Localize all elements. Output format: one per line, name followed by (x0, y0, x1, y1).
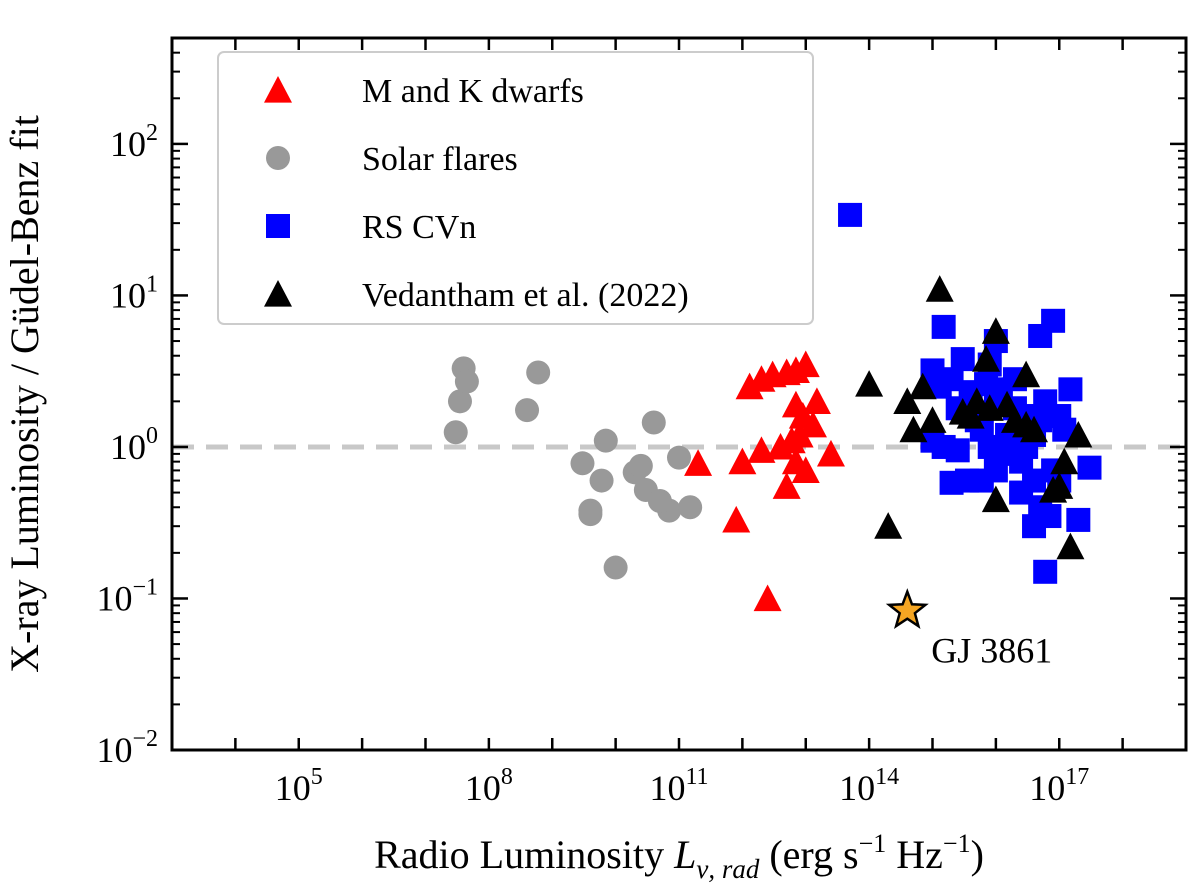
legend-marker (264, 76, 292, 103)
legend-label: Vedantham et al. (2022) (362, 277, 689, 314)
data-point (443, 420, 468, 445)
data-point (1056, 532, 1085, 560)
y-axis-label: X-ray Luminosity / Güdel-Benz fit (2, 115, 47, 673)
data-point (1037, 504, 1062, 529)
y-tick-label: 102 (110, 120, 158, 164)
data-point (753, 584, 782, 612)
data-point (447, 389, 472, 414)
data-point (838, 202, 863, 227)
data-point (667, 445, 691, 470)
data-point (772, 472, 801, 499)
legend-label: Solar flares (362, 141, 518, 178)
x-tick-label: 105 (275, 764, 323, 808)
data-points (443, 202, 1102, 612)
x-tick-label: 108 (465, 764, 513, 808)
tick-labels: 105 108 1011 1014 1017 10−2 10−1 100 101 102 (96, 120, 1089, 808)
legend-marker (266, 146, 290, 170)
y-tick-label: 100 (110, 423, 158, 467)
y-tick-label: 10−2 (96, 726, 158, 770)
data-point (781, 447, 810, 475)
legend-frame (217, 51, 814, 325)
legend-label: RS CVn (362, 209, 476, 246)
data-point (931, 314, 956, 339)
data-point (735, 372, 764, 400)
data-point (908, 372, 937, 400)
data-point (722, 505, 751, 533)
data-point (939, 470, 964, 495)
data-point (893, 387, 922, 414)
data-point (647, 488, 672, 513)
data-point (1022, 468, 1047, 493)
data-point (1064, 420, 1093, 448)
data-point (641, 410, 666, 435)
data-point (816, 439, 845, 467)
data-point (1058, 377, 1083, 402)
data-point (1020, 415, 1049, 443)
data-point (1066, 507, 1091, 532)
data-point (788, 402, 817, 429)
data-point (791, 350, 820, 378)
legend-marker (264, 280, 292, 307)
data-point (981, 317, 1010, 344)
series-vedantham-et-al-2022 (855, 275, 1093, 560)
data-point (570, 451, 595, 476)
data-point (678, 495, 703, 520)
series-m-and-k-dwarfs (684, 350, 845, 612)
data-point (956, 402, 985, 429)
data-point (950, 347, 975, 372)
data-point (515, 398, 540, 423)
x-tick-label: 1014 (839, 764, 899, 808)
data-point (1050, 447, 1079, 475)
data-point (925, 275, 954, 302)
data-point (1077, 455, 1102, 480)
data-point (1047, 404, 1072, 429)
highlight-group: GJ 3861 (885, 588, 1052, 671)
highlight-label: GJ 3861 (931, 631, 1052, 671)
y-tick-label: 10−1 (96, 574, 158, 618)
data-point (593, 428, 618, 453)
data-point (684, 449, 713, 476)
data-point (1012, 360, 1041, 388)
x-axis-label: Radio Luminosity Lν, rad (erg s−1 Hz−1) (374, 829, 984, 884)
data-point (1039, 475, 1068, 503)
data-point (972, 345, 1001, 372)
x-tick-label: 1017 (1029, 764, 1089, 808)
data-point (454, 369, 479, 394)
data-point (874, 512, 903, 539)
data-point (945, 438, 970, 463)
data-point (918, 406, 947, 433)
data-point (1033, 559, 1058, 584)
legend-label: M and K dwarfs (362, 73, 584, 110)
data-point (981, 485, 1010, 513)
data-point (855, 370, 884, 397)
data-point (899, 415, 928, 443)
data-point (589, 468, 614, 493)
data-point (802, 387, 831, 414)
data-point (526, 360, 551, 385)
legend-marker (266, 214, 290, 238)
legend: M and K dwarfs Solar flares RS CVn Vedantha… (217, 51, 814, 325)
data-point (728, 447, 757, 475)
series-solar-flares (443, 356, 703, 580)
data-point (578, 502, 603, 527)
data-point (628, 453, 653, 478)
y-tick-label: 101 (110, 271, 158, 315)
data-point (785, 420, 814, 448)
data-point (603, 555, 628, 580)
plot-frame (170, 36, 1188, 752)
data-point (1041, 308, 1066, 333)
highlight-star-marker (885, 588, 929, 629)
x-tick-label: 1011 (649, 764, 708, 808)
